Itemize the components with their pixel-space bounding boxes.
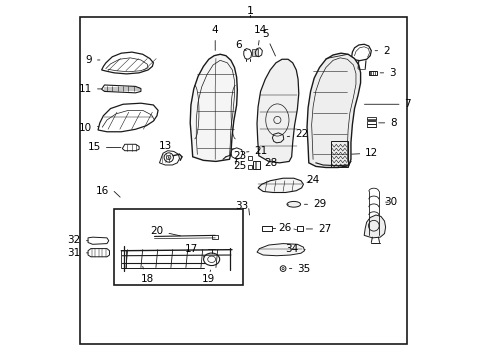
Text: 11: 11 (79, 84, 102, 94)
Text: 24: 24 (305, 175, 319, 185)
Text: 19: 19 (201, 270, 214, 284)
Text: 33: 33 (234, 201, 247, 211)
Bar (330, 141, 347, 167)
Text: 9: 9 (85, 55, 100, 65)
Text: 8: 8 (378, 118, 396, 128)
Text: 16: 16 (96, 186, 109, 197)
Text: 2: 2 (374, 46, 389, 56)
Text: 4: 4 (211, 25, 218, 50)
Bar (247, 157, 252, 160)
Text: 12: 12 (351, 148, 378, 158)
Text: 13: 13 (158, 141, 171, 160)
Text: 15: 15 (87, 143, 121, 153)
Text: 6: 6 (235, 40, 246, 51)
Text: 18: 18 (141, 266, 154, 284)
Polygon shape (306, 53, 360, 167)
Text: 35: 35 (289, 264, 310, 274)
Polygon shape (364, 215, 385, 238)
Text: 25: 25 (233, 161, 246, 171)
Text: 34: 34 (285, 244, 305, 253)
Text: 3: 3 (379, 68, 395, 78)
Text: 5: 5 (262, 28, 275, 56)
Bar (211, 235, 218, 239)
Text: 14: 14 (253, 25, 266, 45)
Text: 28: 28 (264, 158, 277, 168)
Bar (121, 250, 125, 267)
Text: 27: 27 (305, 224, 331, 234)
Bar (253, 161, 259, 169)
Text: 31: 31 (67, 248, 88, 258)
Bar (114, 208, 242, 285)
Text: 7: 7 (364, 99, 410, 109)
Text: 23: 23 (233, 151, 246, 161)
Bar (247, 165, 252, 168)
Text: 30: 30 (384, 197, 397, 207)
Bar (366, 121, 375, 123)
Text: 1: 1 (246, 6, 253, 17)
Bar (366, 124, 375, 127)
Text: 22: 22 (286, 129, 308, 139)
Polygon shape (257, 244, 304, 256)
Text: 29: 29 (304, 199, 325, 209)
Bar (366, 117, 375, 120)
Bar (297, 226, 303, 231)
Ellipse shape (286, 202, 300, 207)
Bar (252, 49, 258, 56)
Text: 20: 20 (150, 226, 180, 236)
Polygon shape (258, 178, 303, 193)
Text: 26: 26 (272, 223, 291, 233)
Bar (261, 226, 272, 231)
Text: 32: 32 (67, 235, 88, 245)
Text: 21: 21 (246, 146, 267, 156)
Polygon shape (190, 54, 237, 161)
Text: 17: 17 (184, 244, 204, 257)
Text: 10: 10 (79, 123, 99, 133)
Bar (368, 71, 376, 75)
Polygon shape (257, 59, 298, 163)
